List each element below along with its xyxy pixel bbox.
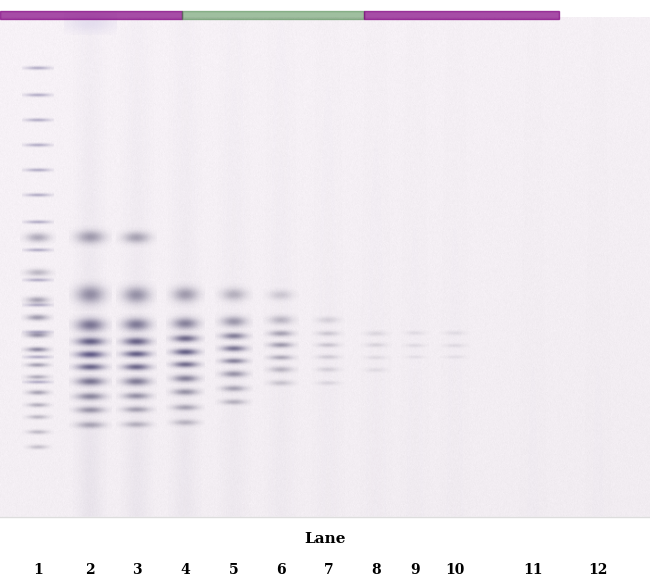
Text: 12: 12: [588, 563, 608, 577]
Text: 2: 2: [85, 563, 94, 577]
Text: 6: 6: [276, 563, 285, 577]
Text: 1: 1: [32, 563, 43, 577]
Text: 3: 3: [132, 563, 141, 577]
Text: 7: 7: [324, 563, 333, 577]
Text: 4: 4: [180, 563, 190, 577]
Text: 11: 11: [523, 563, 543, 577]
Text: 8: 8: [371, 563, 380, 577]
Bar: [364, 11, 559, 19]
Bar: [0, 11, 182, 19]
Text: 9: 9: [410, 563, 419, 577]
Text: 5: 5: [229, 563, 239, 577]
Bar: [0, 517, 650, 588]
Text: Lane: Lane: [304, 532, 346, 546]
Text: 10: 10: [445, 563, 465, 577]
Bar: [182, 11, 364, 19]
